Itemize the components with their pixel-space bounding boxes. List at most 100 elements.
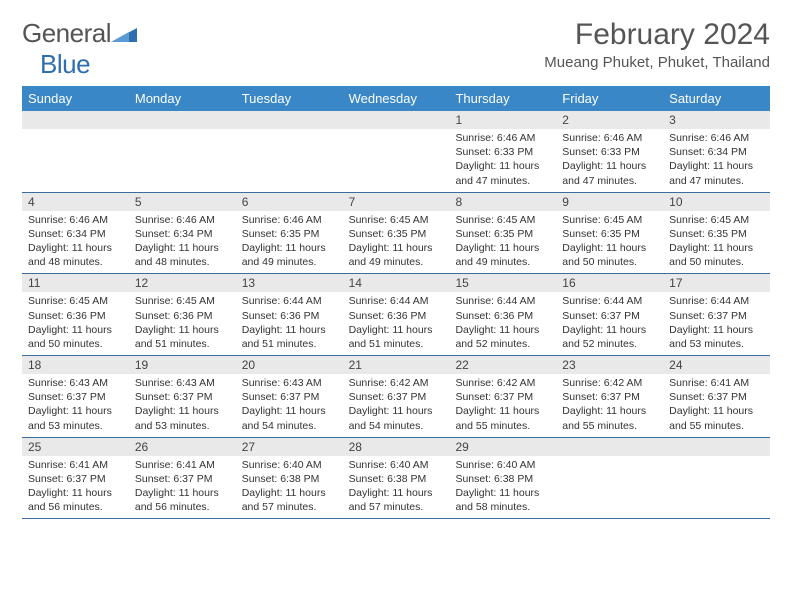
sunrise-text: Sunrise: 6:40 AM — [242, 458, 337, 472]
sunset-text: Sunset: 6:35 PM — [242, 227, 337, 241]
sunset-text: Sunset: 6:38 PM — [349, 472, 444, 486]
daylight-text: Daylight: 11 hours and 49 minutes. — [349, 241, 444, 269]
day-number: 8 — [449, 193, 556, 211]
day-body — [129, 129, 236, 181]
day-cell: 15Sunrise: 6:44 AMSunset: 6:36 PMDayligh… — [449, 274, 556, 355]
sunrise-text: Sunrise: 6:43 AM — [242, 376, 337, 390]
sunrise-text: Sunrise: 6:42 AM — [562, 376, 657, 390]
day-cell: 13Sunrise: 6:44 AMSunset: 6:36 PMDayligh… — [236, 274, 343, 355]
day-cell: 5Sunrise: 6:46 AMSunset: 6:34 PMDaylight… — [129, 193, 236, 274]
daylight-text: Daylight: 11 hours and 56 minutes. — [28, 486, 123, 514]
daylight-text: Daylight: 11 hours and 48 minutes. — [28, 241, 123, 269]
day-number — [343, 111, 450, 129]
day-body — [236, 129, 343, 181]
empty-day-cell — [129, 111, 236, 192]
sunrise-text: Sunrise: 6:44 AM — [349, 294, 444, 308]
day-cell: 27Sunrise: 6:40 AMSunset: 6:38 PMDayligh… — [236, 438, 343, 519]
page-title: February 2024 — [544, 18, 770, 52]
day-cell: 7Sunrise: 6:45 AMSunset: 6:35 PMDaylight… — [343, 193, 450, 274]
day-number: 28 — [343, 438, 450, 456]
sunset-text: Sunset: 6:34 PM — [669, 145, 764, 159]
sunset-text: Sunset: 6:35 PM — [349, 227, 444, 241]
empty-day-cell — [343, 111, 450, 192]
sunrise-text: Sunrise: 6:41 AM — [669, 376, 764, 390]
sunset-text: Sunset: 6:36 PM — [28, 309, 123, 323]
day-body: Sunrise: 6:44 AMSunset: 6:37 PMDaylight:… — [663, 292, 770, 355]
day-cell: 2Sunrise: 6:46 AMSunset: 6:33 PMDaylight… — [556, 111, 663, 192]
day-cell: 10Sunrise: 6:45 AMSunset: 6:35 PMDayligh… — [663, 193, 770, 274]
day-header-friday: Friday — [556, 86, 663, 111]
day-cell: 12Sunrise: 6:45 AMSunset: 6:36 PMDayligh… — [129, 274, 236, 355]
day-body — [343, 129, 450, 181]
day-body: Sunrise: 6:40 AMSunset: 6:38 PMDaylight:… — [343, 456, 450, 519]
empty-day-cell — [663, 438, 770, 519]
day-cell: 28Sunrise: 6:40 AMSunset: 6:38 PMDayligh… — [343, 438, 450, 519]
day-body: Sunrise: 6:42 AMSunset: 6:37 PMDaylight:… — [449, 374, 556, 437]
sunrise-text: Sunrise: 6:45 AM — [28, 294, 123, 308]
sunset-text: Sunset: 6:37 PM — [349, 390, 444, 404]
sunrise-text: Sunrise: 6:43 AM — [28, 376, 123, 390]
day-body: Sunrise: 6:43 AMSunset: 6:37 PMDaylight:… — [236, 374, 343, 437]
day-body — [22, 129, 129, 181]
day-cell: 14Sunrise: 6:44 AMSunset: 6:36 PMDayligh… — [343, 274, 450, 355]
day-body — [663, 456, 770, 508]
day-number: 6 — [236, 193, 343, 211]
day-number: 20 — [236, 356, 343, 374]
day-number: 5 — [129, 193, 236, 211]
day-number: 23 — [556, 356, 663, 374]
day-cell: 11Sunrise: 6:45 AMSunset: 6:36 PMDayligh… — [22, 274, 129, 355]
day-number: 17 — [663, 274, 770, 292]
sunset-text: Sunset: 6:38 PM — [242, 472, 337, 486]
day-cell: 29Sunrise: 6:40 AMSunset: 6:38 PMDayligh… — [449, 438, 556, 519]
day-body: Sunrise: 6:41 AMSunset: 6:37 PMDaylight:… — [663, 374, 770, 437]
day-header-saturday: Saturday — [663, 86, 770, 111]
day-number: 1 — [449, 111, 556, 129]
day-body: Sunrise: 6:45 AMSunset: 6:35 PMDaylight:… — [343, 211, 450, 274]
week-row: 25Sunrise: 6:41 AMSunset: 6:37 PMDayligh… — [22, 438, 770, 520]
day-number — [556, 438, 663, 456]
sunset-text: Sunset: 6:34 PM — [28, 227, 123, 241]
day-cell: 19Sunrise: 6:43 AMSunset: 6:37 PMDayligh… — [129, 356, 236, 437]
daylight-text: Daylight: 11 hours and 49 minutes. — [242, 241, 337, 269]
day-body: Sunrise: 6:44 AMSunset: 6:36 PMDaylight:… — [236, 292, 343, 355]
page-subtitle: Mueang Phuket, Phuket, Thailand — [544, 54, 770, 71]
title-block: February 2024 Mueang Phuket, Phuket, Tha… — [544, 18, 770, 71]
day-body: Sunrise: 6:46 AMSunset: 6:35 PMDaylight:… — [236, 211, 343, 274]
daylight-text: Daylight: 11 hours and 58 minutes. — [455, 486, 550, 514]
day-cell: 9Sunrise: 6:45 AMSunset: 6:35 PMDaylight… — [556, 193, 663, 274]
empty-day-cell — [556, 438, 663, 519]
day-number: 4 — [22, 193, 129, 211]
day-body: Sunrise: 6:46 AMSunset: 6:34 PMDaylight:… — [663, 129, 770, 192]
sunrise-text: Sunrise: 6:44 AM — [455, 294, 550, 308]
day-cell: 20Sunrise: 6:43 AMSunset: 6:37 PMDayligh… — [236, 356, 343, 437]
day-cell: 4 Sunrise: 6:46 AMSunset: 6:34 PMDaylight… — [22, 193, 129, 274]
sunset-text: Sunset: 6:37 PM — [669, 309, 764, 323]
day-cell: 22Sunrise: 6:42 AMSunset: 6:37 PMDayligh… — [449, 356, 556, 437]
day-number: 19 — [129, 356, 236, 374]
sunrise-text: Sunrise: 6:45 AM — [562, 213, 657, 227]
day-body: Sunrise: 6:46 AMSunset: 6:33 PMDaylight:… — [449, 129, 556, 192]
day-number: 26 — [129, 438, 236, 456]
day-header-sunday: Sunday — [22, 86, 129, 111]
day-body: Sunrise: 6:45 AMSunset: 6:35 PMDaylight:… — [449, 211, 556, 274]
day-body: Sunrise: 6:42 AMSunset: 6:37 PMDaylight:… — [556, 374, 663, 437]
day-cell: 18Sunrise: 6:43 AMSunset: 6:37 PMDayligh… — [22, 356, 129, 437]
day-cell: 3Sunrise: 6:46 AMSunset: 6:34 PMDaylight… — [663, 111, 770, 192]
daylight-text: Daylight: 11 hours and 49 minutes. — [455, 241, 550, 269]
sunset-text: Sunset: 6:36 PM — [349, 309, 444, 323]
day-number: 9 — [556, 193, 663, 211]
daylight-text: Daylight: 11 hours and 47 minutes. — [562, 159, 657, 187]
day-number — [22, 111, 129, 129]
sunrise-text: Sunrise: 6:42 AM — [455, 376, 550, 390]
day-number: 12 — [129, 274, 236, 292]
daylight-text: Daylight: 11 hours and 52 minutes. — [562, 323, 657, 351]
sunrise-text: Sunrise: 6:45 AM — [135, 294, 230, 308]
daylight-text: Daylight: 11 hours and 50 minutes. — [28, 323, 123, 351]
sunrise-text: Sunrise: 6:40 AM — [349, 458, 444, 472]
sunrise-text: Sunrise: 6:46 AM — [28, 213, 123, 227]
day-number: 22 — [449, 356, 556, 374]
sunrise-text: Sunrise: 6:43 AM — [135, 376, 230, 390]
sunrise-text: Sunrise: 6:44 AM — [242, 294, 337, 308]
sunset-text: Sunset: 6:37 PM — [242, 390, 337, 404]
sunset-text: Sunset: 6:37 PM — [669, 390, 764, 404]
